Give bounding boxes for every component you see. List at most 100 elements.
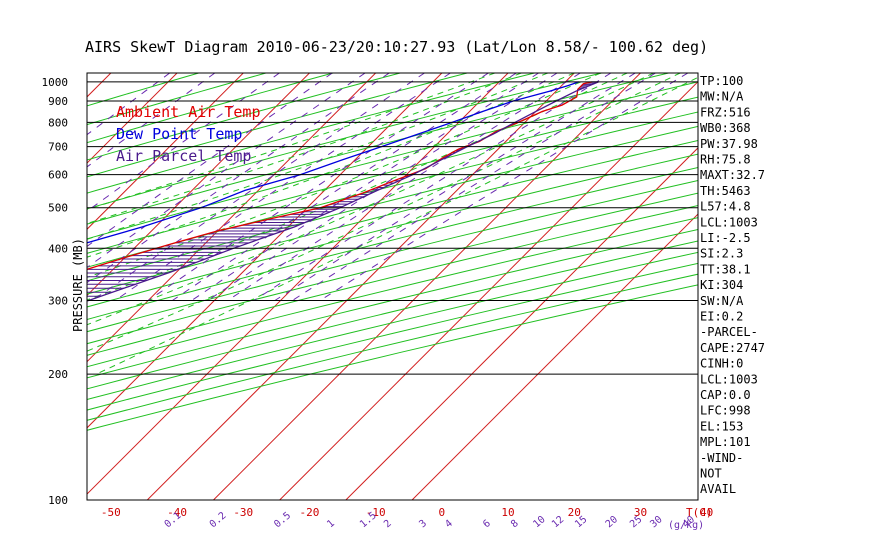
- isotherm-line: [213, 73, 641, 500]
- moist-adiabat-line: [87, 73, 575, 258]
- stats-line: LCL:1003: [700, 372, 758, 386]
- dry-adiabat-line: [87, 166, 698, 320]
- isotherm-line: [87, 73, 244, 230]
- moist-adiabat-line: [95, 76, 698, 375]
- dry-adiabat-line: [87, 217, 698, 368]
- mixing-ratio-label: 2: [382, 518, 394, 530]
- dry-adiabat-line: [87, 73, 602, 210]
- stats-line: TP:100: [700, 74, 743, 88]
- legend-entry: Dew Point Temp: [116, 125, 242, 143]
- legend-entry: Air Parcel Temp: [116, 147, 251, 165]
- mixing-ratio-label: 1: [325, 518, 337, 530]
- profile-lines: [87, 81, 599, 302]
- stats-line: SI:2.3: [700, 247, 743, 261]
- plot-border: [86, 72, 699, 501]
- stats-line: AVAIL: [700, 482, 736, 496]
- dry-adiabat-line: [87, 228, 698, 379]
- mixing-ratio-line: [274, 73, 636, 301]
- stats-line: LFC:998: [700, 404, 751, 418]
- mixing-ratio-line: [292, 73, 656, 301]
- stats-line: LCL:1003: [700, 215, 758, 229]
- dry-adiabat-line: [87, 262, 698, 411]
- isotherm-line: [411, 213, 698, 500]
- dry-adiabat-line: [87, 73, 669, 225]
- legend-entry: Ambient Air Temp: [116, 103, 261, 121]
- moist-adiabat-line: [87, 73, 654, 326]
- ambient-temp-line: [87, 81, 593, 271]
- stats-line: KI:304: [700, 278, 743, 292]
- temp-unit-label: T(C): [686, 506, 713, 519]
- moist-adiabat-line: [87, 73, 681, 352]
- dry-adiabat-line: [87, 73, 401, 161]
- dry-adiabat-line: [87, 73, 267, 126]
- stats-line: EI:0.2: [700, 310, 743, 324]
- dry-adiabat-line: [87, 111, 698, 268]
- dry-adiabat-line: [87, 205, 698, 356]
- parcel-temp-line: [87, 81, 599, 302]
- mixing-ratio-unit: (g/kg): [668, 520, 704, 531]
- dry-adiabat-line: [87, 125, 698, 282]
- dry-adiabat-line: [87, 73, 468, 178]
- stats-line: MPL:101: [700, 435, 751, 449]
- dry-adiabat-line: [87, 251, 698, 401]
- isotherm-line: [279, 80, 698, 500]
- pressure-tick-label: 800: [48, 116, 68, 129]
- mixing-ratio-label: 20: [604, 514, 620, 530]
- background-lines: [0, 73, 698, 500]
- moist-adiabat-line: [87, 73, 548, 240]
- bottom-temp-tick-label: 30: [634, 506, 647, 519]
- dry-adiabat-line: [87, 284, 698, 431]
- bottom-temp-tick-label: 0: [439, 506, 446, 519]
- pressure-tick-label: 500: [48, 202, 68, 215]
- y-axis-label: PRESSURE (MB): [71, 238, 85, 332]
- legend: Ambient Air Temp Dew Point Temp Air Parcel…: [116, 103, 261, 165]
- bottom-temp-tick-label: -30: [233, 506, 253, 519]
- dry-adiabat-line: [87, 96, 698, 254]
- mixing-ratio-label: 30: [648, 514, 664, 530]
- stats-line: PW:37.98: [700, 137, 758, 151]
- pressure-tick-label: 200: [48, 368, 68, 381]
- stats-line: CAPE:2747: [700, 341, 765, 355]
- mixing-ratio-line: [92, 73, 425, 301]
- bottom-temp-tick-label: 40: [700, 506, 713, 519]
- stats-line: EL:153: [700, 419, 743, 433]
- pressure-tick-label: 900: [48, 95, 68, 108]
- stats-line: TH:5463: [700, 184, 751, 198]
- mixing-ratio-line: [207, 73, 558, 301]
- dewpoint-temp-line: [87, 81, 579, 244]
- moist-adiabat-line: [87, 73, 522, 225]
- bottom-temp-tick-label: 20: [568, 506, 581, 519]
- bottom-temp-tick-label: -20: [300, 506, 320, 519]
- bottom-temp-tick-label: -10: [366, 506, 386, 519]
- moist-adiabat-line: [87, 73, 628, 301]
- mixing-ratio-label: 0.2: [208, 510, 229, 530]
- stats-line: FRZ:516: [700, 105, 751, 119]
- stats-line: -WIND-: [700, 451, 743, 465]
- plot-frame: [86, 72, 699, 501]
- isotherm-line: [87, 73, 310, 297]
- mixing-ratio-line: [253, 73, 612, 301]
- bottom-temp-tick-label: -50: [101, 506, 121, 519]
- isotherm-line: [0, 73, 45, 500]
- stats-line: NOT: [700, 467, 722, 481]
- mixing-ratio-line: [319, 73, 689, 301]
- dry-adiabat-line: [87, 140, 698, 295]
- dry-adiabat-line: [87, 73, 199, 107]
- dry-adiabat-line: [87, 273, 698, 421]
- stats-line: MW:N/A: [700, 90, 744, 104]
- stats-line: CAP:0.0: [700, 388, 751, 402]
- dry-adiabat-line: [87, 180, 698, 333]
- mixing-ratio-line: [191, 73, 539, 301]
- stats-line: L57:4.8: [700, 200, 751, 214]
- mixing-ratio-label: 8: [509, 518, 521, 530]
- dry-adiabat-line: [87, 73, 334, 144]
- pressure-tick-label: 600: [48, 169, 68, 182]
- mixing-ratio-label: 0.5: [272, 510, 293, 530]
- dry-adiabat-line: [87, 240, 698, 390]
- chart-title: AIRS SkewT Diagram 2010-06-23/20:10:27.9…: [85, 38, 708, 56]
- mixing-ratio-label: 12: [550, 514, 566, 530]
- dry-adiabat-line: [87, 73, 535, 194]
- stats-line: MAXT:32.7: [700, 168, 765, 182]
